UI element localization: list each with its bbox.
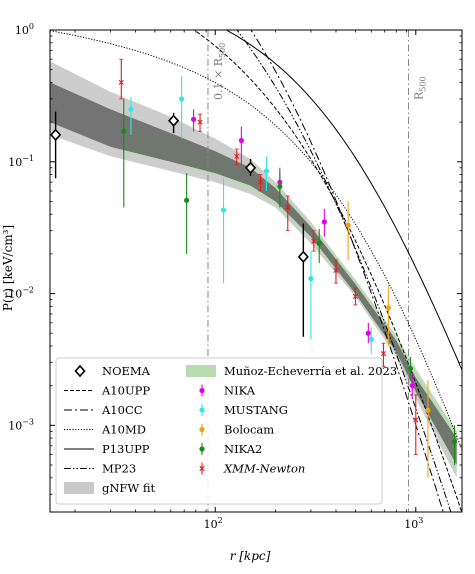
xmm-point-4 <box>285 204 291 211</box>
nika2-point-0 <box>121 128 127 135</box>
plot-frame <box>49 29 463 513</box>
xmm-point-6 <box>333 267 339 273</box>
bands <box>50 61 457 478</box>
legend-label-p13upp: P13UPP <box>102 442 150 456</box>
mustang-point-5 <box>368 336 374 342</box>
vline-label-1: R500 <box>413 76 428 100</box>
model-a10md <box>50 30 462 450</box>
legend-handle-noema <box>74 364 86 378</box>
nika-point-1 <box>238 137 244 144</box>
y-axis-label: P(r) [keV/cm³] <box>1 225 15 311</box>
series-nika2 <box>121 98 458 466</box>
series-mustang <box>128 75 374 354</box>
nika-point-4 <box>365 330 371 336</box>
legend-label-mp23: MP23 <box>102 462 136 476</box>
vline-label-0: 0.1 × R500 <box>212 43 227 100</box>
legend-handle-munoz <box>186 365 216 377</box>
model-p13upp <box>225 30 462 371</box>
legend-label-noema: NOEMA <box>102 364 151 378</box>
xmm-point-0 <box>118 79 124 86</box>
mustang-point-1 <box>179 96 185 102</box>
legend-label-a10md: A10MD <box>101 423 146 437</box>
legend-label-xmm: XMM-Newton <box>223 462 305 476</box>
model-mp23 <box>236 30 452 512</box>
nika2-point-3 <box>316 240 322 247</box>
legend-handle-nika <box>199 387 205 394</box>
xmm-point-8 <box>380 351 387 357</box>
xmm-point-5 <box>311 238 317 244</box>
xmm-point-7 <box>352 293 359 300</box>
y-tick-label-1: 10−1 <box>8 154 34 169</box>
xmm-point-9 <box>413 417 419 423</box>
axes: 102 103 100 10−1 10−2 10−3 <box>8 22 463 531</box>
bolocam-point-2 <box>425 407 431 413</box>
legend-box <box>55 357 383 505</box>
bolocam-point-1 <box>385 305 391 311</box>
nika-point-5 <box>409 383 415 389</box>
noema-point-0 <box>50 128 62 142</box>
data-points <box>50 58 458 478</box>
x-tick-label-0: 102 <box>204 516 223 531</box>
legend-label-a10cc: A10CC <box>101 403 143 417</box>
legend-label-mustang: MUSTANG <box>224 403 288 417</box>
y-tick-label-0: 100 <box>15 22 34 37</box>
mustang-point-0 <box>128 106 134 112</box>
x-axis-label: r [kpc] <box>230 549 271 563</box>
noema-point-2 <box>244 161 257 175</box>
nika-point-0 <box>190 116 197 122</box>
legend-label-gnfw: gNFW fit <box>102 481 156 495</box>
legend-handle-nika2 <box>199 446 205 452</box>
mustang-point-4 <box>308 275 314 282</box>
nika2-point-4 <box>407 365 413 372</box>
xmm-point-3 <box>257 179 264 185</box>
mustang-point-3 <box>263 168 270 174</box>
model-curves <box>50 30 462 512</box>
legend-handle-gnfw <box>64 482 94 494</box>
nika2-point-1 <box>184 197 190 203</box>
xmm-point-1 <box>197 119 203 125</box>
nika2-point-2 <box>277 183 283 190</box>
gnfw-band-outer <box>50 61 457 478</box>
legend-label-a10upp: A10UPP <box>101 384 150 398</box>
legend-handle-bolocam <box>199 426 205 433</box>
xmm-point-2 <box>234 153 240 159</box>
legend: NOEMA A10UPP A10CC A10MD P13UPP MP23 gNFW fit M… <box>55 357 397 505</box>
noema-point-3 <box>297 250 309 264</box>
noema-point-1 <box>168 114 180 127</box>
legend-label-munoz: Muñoz-Echeverría et al. 2023 <box>224 364 397 378</box>
legend-label-bolocam: Bolocam <box>224 423 274 437</box>
series-xmm <box>118 58 419 455</box>
bolocam-point-0 <box>345 222 351 228</box>
series-bolocam <box>345 201 431 478</box>
y-tick-label-2: 10−2 <box>8 286 34 301</box>
y-tick-label-3: 10−3 <box>8 417 34 432</box>
series-noema <box>50 111 309 337</box>
nika-point-3 <box>321 219 327 225</box>
gnfw-band-inner <box>50 82 457 466</box>
legend-handle-xmm <box>199 465 205 472</box>
legend-label-nika: NIKA <box>224 384 256 398</box>
legend-label-nika2: NIKA2 <box>224 442 262 456</box>
mustang-point-2 <box>220 207 227 213</box>
legend-handle-mustang <box>199 407 205 413</box>
x-tick-label-1: 103 <box>404 516 423 531</box>
nika2-point-5 <box>451 439 458 445</box>
model-a10upp <box>193 30 462 512</box>
